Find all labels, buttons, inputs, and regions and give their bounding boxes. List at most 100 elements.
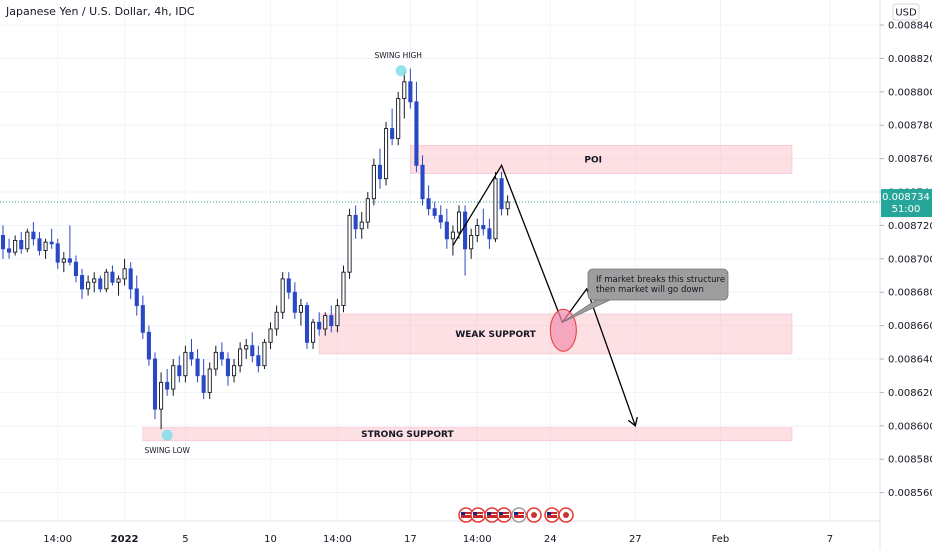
candle-body: [0, 235, 6, 250]
candle-body: [231, 365, 237, 377]
candle-body: [487, 228, 492, 240]
candle-body: [31, 231, 36, 240]
candle-body: [432, 208, 437, 216]
projection-arrowhead: [627, 416, 638, 427]
swing-low-marker: [161, 429, 173, 441]
event-flag-icon[interactable]: [526, 507, 542, 523]
candle-body: [359, 221, 364, 230]
candle-body: [499, 178, 504, 210]
zone-rect: [410, 144, 793, 174]
event-flag-icon[interactable]: [470, 507, 486, 523]
x-tick-label: Feb: [712, 534, 730, 545]
candle-body: [165, 381, 170, 390]
event-flag-icon[interactable]: [484, 507, 500, 523]
candle-body: [116, 278, 121, 283]
zone-label: POI: [584, 155, 602, 165]
x-tick-label: 14:00: [43, 534, 72, 545]
candle-body: [444, 221, 449, 240]
candle-body: [49, 241, 54, 245]
candle-body: [79, 275, 85, 290]
candle-body: [371, 164, 376, 200]
candle-body: [426, 198, 431, 210]
candle-body: [13, 240, 18, 253]
zone-label: STRONG SUPPORT: [361, 430, 454, 440]
event-flag-icon[interactable]: [558, 507, 574, 523]
candle-body: [73, 261, 79, 276]
candle-body: [92, 278, 97, 283]
y-tick-label: 0.008700: [888, 254, 932, 265]
y-tick-label: 0.008720: [888, 221, 932, 232]
x-tick-label: 14:00: [463, 534, 492, 545]
candle-body: [171, 365, 176, 390]
y-tick-label: 0.008600: [888, 421, 932, 432]
candle-body: [280, 278, 285, 313]
candle-body: [104, 271, 109, 290]
candle-body: [128, 268, 133, 290]
candle-body: [268, 328, 273, 343]
candle-body: [7, 248, 12, 253]
candle-body: [408, 81, 413, 103]
candle-body: [341, 271, 346, 307]
y-tick-label: 0.008580: [888, 455, 932, 466]
candle-body: [450, 231, 455, 240]
x-tick-label: 2022: [111, 534, 139, 545]
candle-body: [493, 178, 498, 240]
last-price-value: 0.008734: [882, 192, 930, 203]
y-tick-label: 0.008660: [888, 321, 932, 332]
grid: [0, 0, 880, 521]
candle-body: [377, 164, 383, 180]
candle-body: [177, 365, 182, 377]
y-tick-label: 0.008760: [888, 154, 932, 165]
event-flag-icon[interactable]: [458, 507, 474, 523]
candle-body: [134, 288, 139, 307]
candle-body: [456, 211, 462, 233]
currency-badge[interactable]: USD: [892, 3, 920, 21]
event-flag-icon[interactable]: [511, 507, 527, 523]
candle-body: [390, 128, 395, 140]
candle-body: [396, 98, 401, 140]
x-tick-label: 5: [182, 534, 188, 545]
zone-label: WEAK SUPPORT: [455, 330, 536, 340]
candle-body: [25, 231, 30, 250]
candle-body: [86, 281, 91, 290]
candle-body: [383, 128, 389, 180]
event-flag-icon[interactable]: [496, 507, 512, 523]
last-price-label: 0.008734 51:00: [881, 189, 932, 218]
candle-body: [195, 358, 200, 377]
x-tick-label: 7: [827, 534, 833, 545]
candle-body: [335, 305, 340, 327]
candle-body: [219, 351, 224, 360]
candle-body: [61, 258, 66, 263]
candle-body: [140, 305, 145, 333]
candle-body: [353, 214, 358, 230]
swing-high-label: SWING HIGH: [374, 51, 422, 60]
candle-body: [225, 358, 231, 377]
candle-body: [250, 345, 255, 357]
time-axis[interactable]: 14:00 2022 5 10 14:00 17 14:00 24 27 Feb 7: [43, 534, 833, 545]
y-tick-label: 0.008640: [888, 355, 932, 366]
annotation-box: [587, 268, 729, 301]
candle-body: [323, 315, 328, 330]
annotation-highlight: [549, 308, 577, 352]
candle-body: [213, 351, 218, 370]
candles-layer: [0, 68, 510, 430]
candle-body: [463, 211, 468, 250]
event-flag-icon[interactable]: [544, 507, 560, 523]
candle-body: [317, 321, 322, 330]
swing-high-marker: [395, 65, 407, 77]
candle-body: [110, 271, 115, 283]
price-axis[interactable]: 0.008840 0.008820 0.008800 0.008780 0.008760…: [880, 21, 932, 500]
candle-body: [274, 311, 279, 330]
y-tick-label: 0.008560: [888, 488, 932, 499]
candle-body: [122, 268, 127, 280]
zone-rect: [142, 427, 793, 442]
candle-body: [67, 258, 72, 263]
y-tick-label: 0.008840: [888, 21, 932, 32]
candle-body: [311, 321, 316, 343]
x-tick-label: 14:00: [323, 534, 352, 545]
y-tick-label: 0.008800: [888, 87, 932, 98]
events-row[interactable]: [458, 507, 574, 523]
